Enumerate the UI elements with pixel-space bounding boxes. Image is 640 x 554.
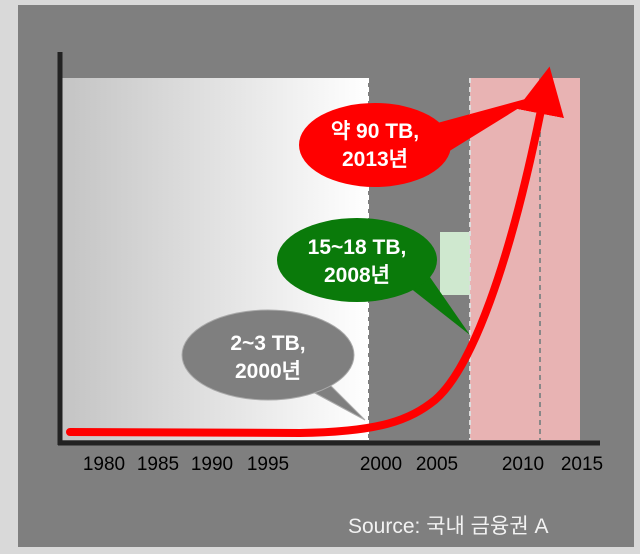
x-tick-label: 2000: [360, 454, 402, 475]
callout: 약 90 TB, 2013년: [299, 95, 540, 187]
x-tick-label: 1985: [137, 454, 179, 475]
growth-curve: [66, 66, 564, 438]
callout-text: 15~18 TB,: [308, 236, 407, 259]
x-tick-label: 2010: [502, 454, 544, 475]
callout-bubble: [299, 103, 451, 187]
x-tick-label: 1990: [191, 454, 233, 475]
x-tick-labels: 1980 1985 1990 1995 2000 2005 2010 2015: [83, 454, 603, 475]
callout-bubble: [181, 309, 355, 401]
callout-text: 2008년: [324, 264, 390, 287]
callout-text: 2~3 TB,: [230, 332, 305, 355]
era-region: [470, 78, 580, 440]
callout-bubble: [277, 218, 437, 302]
x-tick-label: 1995: [247, 454, 289, 475]
callout-text: 2000년: [235, 360, 301, 383]
callout-tail: [430, 95, 540, 160]
x-tick-label: 1980: [83, 454, 125, 475]
callout: 2~3 TB, 2000년: [181, 309, 366, 421]
callout-text: 2013년: [342, 148, 408, 171]
callout-text: 약 90 TB,: [331, 120, 419, 143]
source: Source: 국내 금융권 A: [348, 515, 548, 538]
x-tick-label: 2015: [561, 454, 603, 475]
x-tick-label: 2005: [416, 454, 458, 475]
highlight: [440, 232, 470, 295]
callout: 15~18 TB, 2008년: [277, 218, 470, 335]
